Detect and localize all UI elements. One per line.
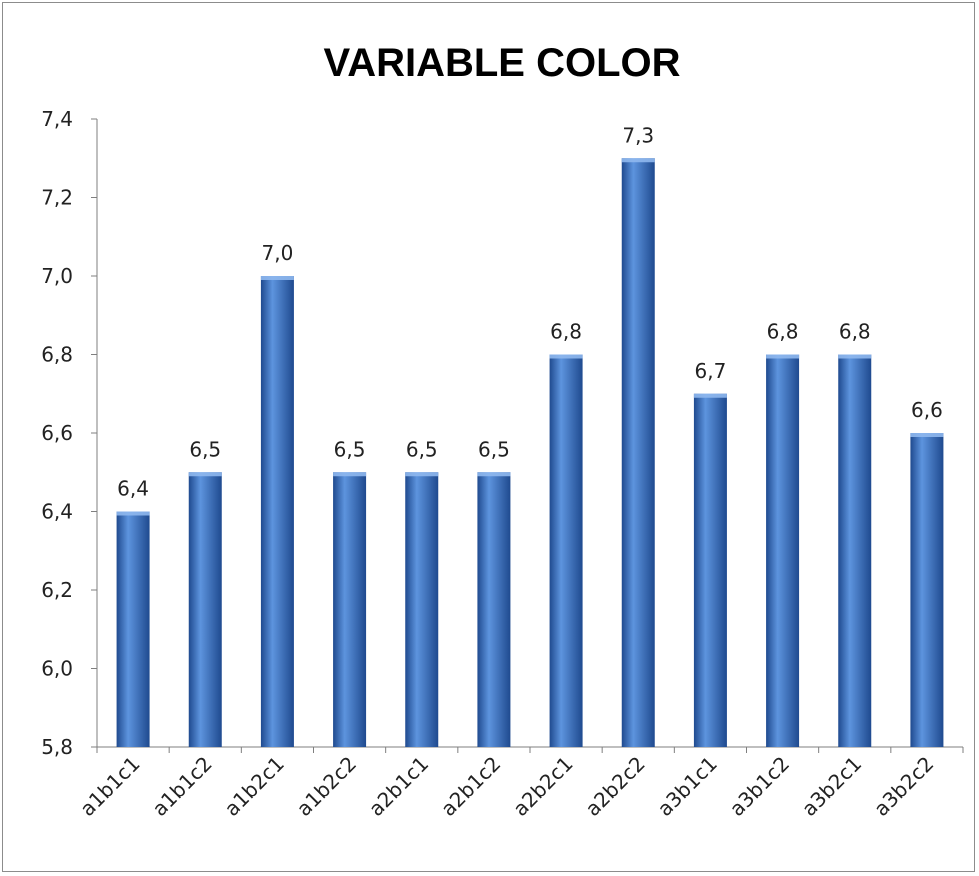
x-tick-label: a2b2c2 xyxy=(580,752,649,821)
bar-a2b2c1 xyxy=(549,354,583,747)
bar-cap xyxy=(838,354,872,359)
bar-cap xyxy=(188,472,222,477)
data-label-a3b2c2: 6,6 xyxy=(911,398,943,422)
data-label-a1b2c2: 6,5 xyxy=(334,437,366,461)
data-label-a1b2c1: 7,0 xyxy=(262,241,294,265)
bar-a2b2c2 xyxy=(621,158,655,747)
y-tick-label: 6,2 xyxy=(41,578,73,602)
y-tick-label: 6,0 xyxy=(41,657,73,681)
x-tick-label: a3b1c1 xyxy=(653,752,722,821)
bar-cap xyxy=(405,472,439,477)
data-label-a2b1c1: 6,5 xyxy=(406,437,438,461)
data-label-a3b1c2: 6,8 xyxy=(767,320,799,344)
bar-cap xyxy=(333,472,367,477)
bar-a1b2c2 xyxy=(333,472,367,747)
x-tick-label: a3b1c2 xyxy=(725,752,794,821)
bar-cap xyxy=(549,354,583,359)
y-tick-label: 7,4 xyxy=(41,107,73,131)
y-tick-label: 7,0 xyxy=(41,264,73,288)
x-tick-label: a1b1c1 xyxy=(75,752,144,821)
bar-cap xyxy=(260,276,294,280)
data-label-a3b2c1: 6,8 xyxy=(839,320,871,344)
bars xyxy=(116,158,944,747)
bar-a3b2c2 xyxy=(910,433,944,747)
bar-cap xyxy=(116,511,150,516)
bar-cap xyxy=(477,472,511,477)
data-label-a2b2c1: 6,8 xyxy=(550,320,582,344)
y-tick-label: 5,8 xyxy=(41,735,73,759)
bar-a1b1c2 xyxy=(188,472,222,747)
bar-a3b1c1 xyxy=(693,393,727,747)
bar-a2b1c1 xyxy=(405,472,439,747)
x-tick-label: a1b2c1 xyxy=(220,752,289,821)
y-tick-label: 7,2 xyxy=(41,186,73,210)
x-axis: a1b1c1 a1b1c2 a1b2c1 a1b2c2 a2b1c1 a2b1c2 a2b2… xyxy=(75,746,964,821)
x-tick-label: a2b1c1 xyxy=(364,752,433,821)
bar-a3b2c1 xyxy=(838,354,872,747)
x-tick-label: a2b2c1 xyxy=(508,752,577,821)
data-label-a2b2c2: 7,3 xyxy=(622,123,654,147)
bar-cap xyxy=(693,393,727,398)
chart-title: VARIABLE COLOR xyxy=(323,41,680,85)
bar-a1b2c1 xyxy=(260,276,294,747)
x-tick-label: a2b1c2 xyxy=(436,752,505,821)
data-label-a1b1c2: 6,5 xyxy=(189,437,221,461)
bar-cap xyxy=(766,354,800,359)
data-label-a1b1c1: 6,4 xyxy=(117,477,149,501)
bar-cap xyxy=(621,158,655,163)
x-tick-label: a3b2c2 xyxy=(869,752,938,821)
y-axis: 5,8 6,0 6,2 6,4 6,6 6,8 7,0 7,2 7,4 xyxy=(41,107,98,759)
data-labels: 6,4 6,5 7,0 6,5 6,5 6,5 6,8 7,3 6,7 6,8 6,8 6,6 xyxy=(117,123,943,500)
y-tick-label: 6,4 xyxy=(41,500,73,524)
x-tick-label: a3b2c1 xyxy=(797,752,866,821)
bar-a1b1c1 xyxy=(116,511,150,747)
x-tick-label: a1b1c2 xyxy=(147,752,216,821)
y-tick-label: 6,6 xyxy=(41,421,73,445)
bar-cap xyxy=(910,433,944,437)
data-label-a3b1c1: 6,7 xyxy=(695,359,727,383)
x-tick-label: a1b2c2 xyxy=(292,752,361,821)
data-label-a2b1c2: 6,5 xyxy=(478,437,510,461)
y-tick-label: 6,8 xyxy=(41,343,73,367)
bar-a2b1c2 xyxy=(477,472,511,747)
bar-a3b1c2 xyxy=(766,354,800,747)
